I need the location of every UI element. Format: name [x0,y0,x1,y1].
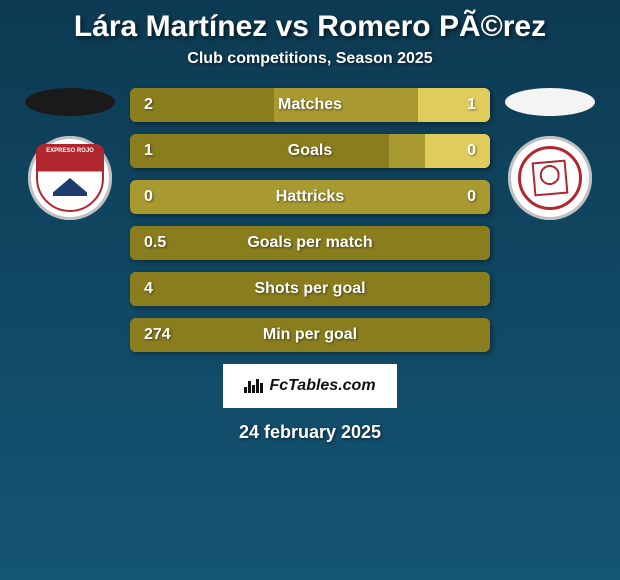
stat-row: 2Matches1 [130,88,490,122]
stat-row: 0.5Goals per match [130,226,490,260]
bars-icon [244,379,263,393]
stat-label: Matches [130,96,490,114]
expreso-rojo-icon: EXPRESO ROJO [36,144,104,212]
left-side: EXPRESO ROJO [20,88,120,220]
page-title: Lára Martínez vs Romero PÃ©rez [0,10,620,44]
stat-row: 1Goals0 [130,134,490,168]
date-label: 24 february 2025 [0,422,620,443]
right-club-logo [508,136,592,220]
stat-label: Goals [130,142,490,160]
left-club-logo: EXPRESO ROJO [28,136,112,220]
watermark-badge: FcTables.com [223,364,397,408]
stat-label: Hattricks [130,188,490,206]
watermark-text: FcTables.com [269,377,375,395]
stat-row: 274Min per goal [130,318,490,352]
right-side [500,88,600,220]
comparison-card: Lára Martínez vs Romero PÃ©rez Club comp… [0,0,620,580]
left-ellipse [25,88,115,116]
stat-label: Goals per match [130,234,490,252]
stat-label: Shots per goal [130,280,490,298]
rionegro-icon [518,146,582,210]
content-row: EXPRESO ROJO 2Matches1 1Goals0 0Hattricks0… [0,88,620,352]
stat-bars: 2Matches1 1Goals0 0Hattricks0 0.5Goals per … [130,88,490,352]
stat-row: 4Shots per goal [130,272,490,306]
stat-row: 0Hattricks0 [130,180,490,214]
subtitle: Club competitions, Season 2025 [0,50,620,68]
stat-label: Min per goal [130,326,490,344]
right-ellipse [505,88,595,116]
